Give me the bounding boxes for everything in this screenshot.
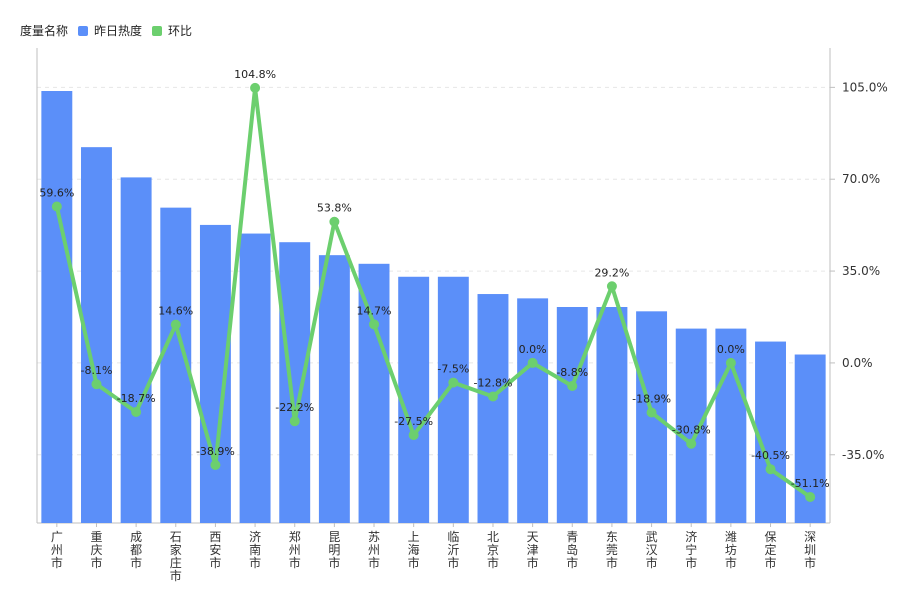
legend-title: 度量名称 — [20, 24, 69, 38]
legend-label-bar: 昨日热度 — [94, 24, 143, 38]
line-point — [567, 381, 578, 392]
legend-item-line[interactable]: 环比 — [152, 22, 192, 39]
x-axis-tick-label: 西安市 — [209, 530, 221, 570]
y-axis-right-tick-label: 0.0% — [842, 356, 873, 370]
x-axis-tick-label: 上海市 — [408, 530, 420, 570]
x-axis-tick-label: 苏州市 — [368, 530, 380, 570]
x-axis-tick-label: 成都市 — [130, 530, 142, 570]
bar — [517, 298, 549, 523]
line-point — [369, 319, 380, 330]
x-axis-tick-label: 济南市 — [249, 529, 261, 570]
line-point — [329, 216, 340, 227]
bar — [398, 276, 430, 523]
x-axis-tick-label: 广州市 — [51, 530, 63, 570]
line-point — [527, 357, 538, 368]
bar — [41, 91, 73, 523]
x-axis-tick-label: 深圳市 — [804, 530, 816, 570]
data-label: 29.2% — [594, 266, 629, 279]
x-axis-tick-label: 昆明市 — [328, 530, 340, 570]
y-axis-right-tick-label: -35.0% — [842, 448, 884, 462]
line-point — [725, 357, 736, 368]
data-label: -7.5% — [437, 363, 469, 376]
legend: 度量名称 昨日热度 环比 — [20, 22, 192, 39]
x-axis-tick-label: 郑州市 — [289, 529, 301, 570]
data-label: -22.2% — [275, 401, 314, 414]
bar — [556, 307, 588, 523]
x-axis-tick-label: 青岛市 — [566, 530, 578, 570]
bar — [437, 276, 469, 523]
x-axis-tick-label: 临沂市 — [447, 530, 459, 570]
line-point — [448, 377, 459, 388]
x-axis-tick-label: 北京市 — [487, 530, 499, 570]
data-label: -12.8% — [474, 377, 513, 390]
data-label: -51.1% — [791, 477, 830, 490]
legend-item-bar[interactable]: 昨日热度 — [78, 22, 142, 39]
legend-swatch-line — [152, 25, 163, 36]
data-label: 104.8% — [234, 68, 276, 81]
bar — [715, 328, 747, 523]
line-point — [91, 379, 102, 390]
data-label: -8.8% — [556, 366, 588, 379]
bar — [477, 294, 509, 523]
line-point — [765, 464, 776, 475]
x-axis-tick-label: 石家庄市 — [170, 530, 182, 583]
y-axis-right-tick-label: 105.0% — [842, 80, 888, 94]
line-point — [170, 319, 181, 330]
line-point — [51, 201, 62, 212]
line-point — [646, 407, 657, 418]
data-label: 14.7% — [357, 304, 392, 317]
legend-swatch-bar — [78, 25, 89, 36]
line-point — [606, 281, 617, 292]
data-label: -38.9% — [196, 445, 235, 458]
line-point — [250, 82, 261, 93]
data-label: -27.5% — [394, 415, 433, 428]
line-point — [131, 406, 142, 417]
bar — [279, 242, 311, 523]
x-axis-tick-label: 武汉市 — [646, 530, 658, 570]
line-point — [487, 391, 498, 402]
x-axis-tick-label: 保定市 — [765, 530, 777, 570]
line-point — [210, 460, 221, 471]
x-axis-tick-label: 济宁市 — [685, 529, 697, 570]
series-line — [54, 85, 813, 500]
data-label: 0.0% — [717, 343, 745, 356]
data-label: 0.0% — [519, 343, 547, 356]
x-axis-tick-label: 潍坊市 — [725, 530, 737, 570]
data-label: -30.8% — [672, 424, 711, 437]
data-label: -18.9% — [632, 393, 671, 406]
line-point — [805, 492, 816, 503]
x-axis-tick-label: 东莞市 — [606, 530, 618, 570]
bar — [318, 255, 350, 523]
data-label: -18.7% — [117, 392, 156, 405]
y-axis-right-tick-label: 70.0% — [842, 172, 880, 186]
y-axis-right-tick-label: 35.0% — [842, 264, 880, 278]
x-axis-tick-label: 天津市 — [527, 530, 539, 570]
data-label: 59.6% — [39, 187, 74, 200]
bar — [596, 307, 628, 523]
line-point — [289, 416, 300, 427]
legend-label-line: 环比 — [168, 24, 193, 38]
bar — [755, 341, 786, 523]
x-axis-tick-label: 重庆市 — [90, 530, 102, 570]
data-label: -8.1% — [81, 364, 113, 377]
data-label: 53.8% — [317, 202, 352, 215]
data-label: 14.6% — [158, 305, 193, 318]
bar — [239, 233, 271, 523]
line-point — [686, 438, 697, 449]
bar — [120, 177, 152, 523]
bar — [358, 263, 390, 523]
line-point — [408, 430, 419, 441]
data-label: -40.5% — [751, 449, 790, 462]
